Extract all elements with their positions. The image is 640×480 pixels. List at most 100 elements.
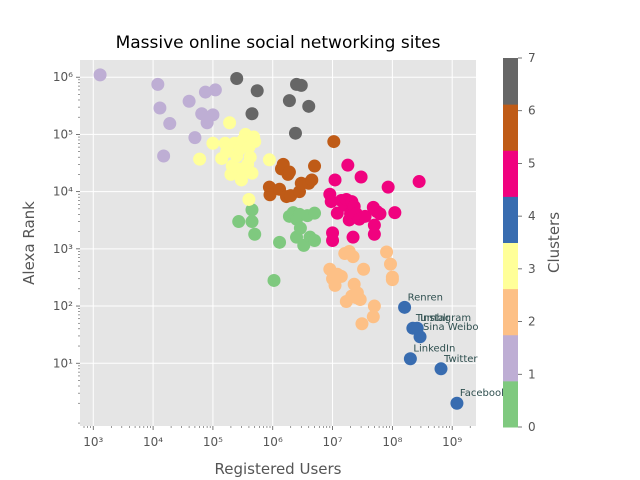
data-point-cluster-3 [262,153,276,167]
data-point-cluster-0 [308,233,322,247]
point-annotation: Sina Weibo [423,322,478,333]
x-tick-label: 10⁵ [203,435,223,449]
colorbar-tick-label: 0 [528,420,536,434]
y-tick-label: 10³ [53,242,73,256]
data-points [93,68,464,410]
data-point-cluster-3 [248,135,262,149]
data-point-cluster-7 [288,126,302,140]
data-point-cluster-1 [157,149,171,163]
data-point-cluster-4 [434,362,448,376]
colorbar-segment [503,334,518,382]
data-point-cluster-7 [294,78,308,92]
data-point-cluster-5 [346,230,360,244]
data-point-cluster-0 [308,206,322,220]
data-point-cluster-6 [305,173,319,187]
data-point-cluster-4 [403,352,417,366]
x-axis-ticks: 10³ 10⁴ 10⁵ 10⁶ 10⁷ 10⁸ 10⁹ [83,426,471,449]
data-point-cluster-4 [398,300,412,314]
data-point-cluster-2 [380,245,394,259]
data-point-cluster-2 [383,257,397,271]
y-axis-ticks: 10¹ 10² 10³ 10⁴ 10⁵ 10⁶ [53,70,80,424]
colorbar-tick-label: 3 [528,262,536,276]
chart-title: Massive online social networking sites [116,33,441,53]
colorbar-tick-label: 6 [528,104,536,118]
x-tick-label: 10³ [83,435,103,449]
point-annotation: Tumblr [415,313,451,324]
data-point-cluster-0 [273,235,287,249]
data-point-cluster-5 [326,226,340,240]
data-point-cluster-0 [248,227,262,241]
point-annotation: Instagram [420,313,471,324]
data-point-cluster-1 [151,77,165,91]
data-point-cluster-3 [242,192,256,206]
x-tick-label: 10⁶ [263,435,283,449]
data-point-cluster-1 [198,85,212,99]
data-point-cluster-5 [341,158,355,172]
data-point-cluster-6 [263,188,277,202]
data-point-cluster-2 [355,317,369,331]
data-point-cluster-1 [208,83,222,97]
y-tick-label: 10⁶ [53,70,73,84]
data-point-cluster-0 [245,203,259,217]
data-point-cluster-1 [163,117,177,131]
data-point-cluster-4 [450,396,464,410]
data-point-cluster-2 [357,262,371,276]
data-point-cluster-7 [282,94,296,108]
x-tick-label: 10⁷ [323,435,343,449]
data-point-cluster-5 [367,218,381,232]
point-annotation: Twitter [443,354,478,365]
data-point-cluster-7 [230,71,244,85]
data-point-cluster-7 [250,84,264,98]
data-point-cluster-2 [385,270,399,284]
data-point-cluster-1 [182,94,196,108]
data-point-cluster-1 [153,101,167,115]
colorbar-segment [503,104,518,151]
data-point-cluster-5 [381,180,395,194]
colorbar: 0 1 2 3 4 5 6 7 [503,51,536,434]
data-point-cluster-2 [367,299,381,313]
data-point-cluster-0 [293,221,307,235]
colorbar-tick-label: 1 [528,367,536,381]
x-axis-label: Registered Users [215,460,342,478]
point-annotation: Renren [408,292,443,303]
colorbar-segment [503,150,518,197]
x-tick-label: 10⁴ [143,435,163,449]
data-point-cluster-2 [366,310,380,324]
data-point-cluster-3 [220,145,234,159]
data-point-cluster-5 [388,206,402,220]
data-point-cluster-6 [308,159,322,173]
colorbar-label: Clusters [545,212,563,273]
colorbar-tick-label: 7 [528,51,536,65]
x-tick-label: 10⁹ [442,435,462,449]
data-point-cluster-5 [367,227,381,241]
data-point-cluster-3 [234,173,248,187]
data-point-cluster-6 [327,135,341,149]
data-point-cluster-7 [245,107,259,121]
colorbar-segment [503,196,518,243]
data-point-cluster-5 [358,209,372,223]
data-point-cluster-2 [334,269,348,283]
data-point-cluster-3 [193,152,207,166]
colorbar-segment [503,58,518,105]
data-point-cluster-1 [188,131,202,145]
colorbar-segment [503,288,518,336]
data-point-cluster-5 [412,175,426,189]
data-point-cluster-0 [232,215,246,229]
colorbar-tick-label: 5 [528,156,536,170]
data-point-cluster-5 [324,195,338,209]
colorbar-tick-label: 4 [528,209,536,223]
data-point-cluster-0 [267,273,281,287]
data-point-cluster-5 [354,170,368,184]
x-tick-label: 10⁸ [382,435,402,449]
data-point-cluster-4 [413,330,427,344]
data-point-cluster-2 [353,293,367,307]
y-tick-label: 10¹ [53,356,73,370]
y-axis-label: Alexa Rank [20,201,38,285]
point-annotation: Facebook [460,388,507,399]
data-point-cluster-3 [206,136,220,150]
y-tick-label: 10⁴ [53,185,73,199]
data-point-cluster-1 [93,68,107,82]
colorbar-segment [503,242,518,290]
